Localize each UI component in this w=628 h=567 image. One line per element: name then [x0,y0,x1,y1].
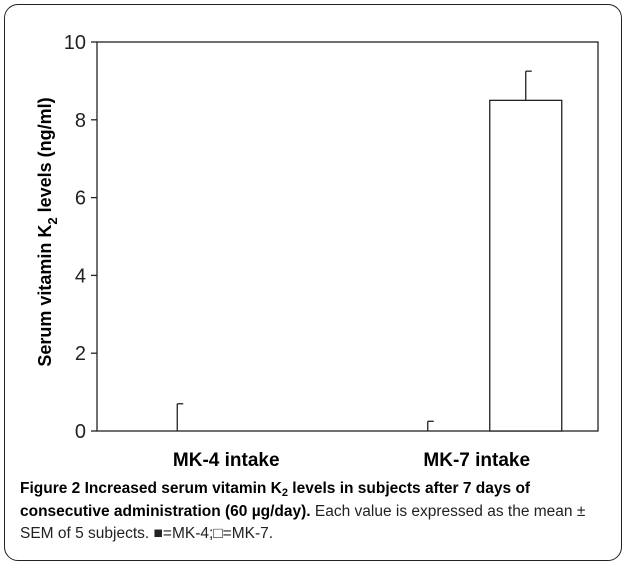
y-axis-label-subscript: 2 [45,217,60,224]
y-axis-label: Serum vitamin K2 levels (ng/ml) [35,97,60,366]
bar-mk-7-1 [490,100,562,431]
bars [177,71,562,431]
y-tick-label: 10 [64,32,86,54]
x-category-label: MK-4 intake [173,450,280,470]
y-tick-label: 8 [75,110,86,132]
y-tick-label: 0 [75,421,86,443]
caption-title-subscript: 2 [282,487,288,499]
y-tick-label: 2 [75,343,86,365]
y-tick-label: 4 [75,265,86,287]
x-axis-categories: MK-4 intake MK-7 intake [173,450,530,470]
x-category-label: MK-7 intake [423,450,530,470]
y-axis-label-tail: levels (ng/ml) [35,97,55,217]
y-axis-label-main: Serum vitamin K [35,225,55,367]
y-tick-label: 6 [75,188,86,210]
figure-caption: Figure 2 Increased serum vitamin K2 leve… [20,478,618,545]
caption-title-a: Figure 2 Increased serum vitamin K [20,480,282,497]
chart: 0 2 4 6 8 10 MK-4 intake MK-7 intake Serum vit… [0,0,628,470]
y-axis-ticks: 0 2 4 6 8 10 [64,32,97,443]
